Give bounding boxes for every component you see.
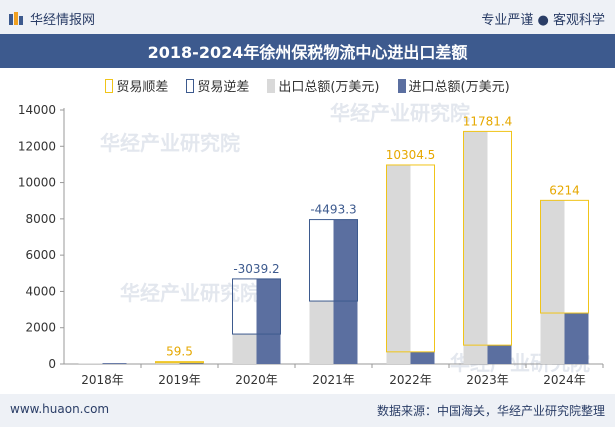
export-bar [386, 164, 411, 364]
watermark-text: 华经产业研究院 [330, 101, 470, 125]
import-bar [102, 363, 127, 364]
surplus-outline [540, 199, 589, 314]
import-bar [333, 219, 358, 364]
y-tick-label: 14000 [18, 103, 56, 117]
legend-label-import: 进口总额(万美元) [408, 80, 510, 95]
slogan: 专业严谨 ● 客观科学 [481, 13, 605, 28]
balance-data-label: 10304.5 [386, 148, 436, 162]
header-bar: 华经情报网 专业严谨 ● 客观科学 [0, 0, 615, 34]
x-tick-label: 2022年 [389, 373, 432, 387]
y-tick-label: 4000 [25, 284, 56, 298]
watermark-text: 华经产业研究院 [100, 131, 240, 155]
y-tick-label: 8000 [25, 212, 56, 226]
legend-swatch-import [397, 78, 406, 93]
deficit-outline [309, 219, 358, 302]
huajing-logo-icon [9, 11, 23, 25]
balance-data-label: -3039.2 [233, 262, 279, 276]
footer-site-link[interactable]: www.huaon.com [10, 402, 110, 416]
y-tick-label: 6000 [25, 248, 56, 262]
watermark-text: 华经产业研究院 [120, 281, 260, 305]
balance-data-label: 6214 [549, 183, 580, 197]
title-bar: 2018-2024年徐州保税物流中心进出口差额 [0, 34, 615, 68]
export-bar [463, 131, 488, 364]
import-bar [256, 278, 281, 364]
legend-swatch-deficit [186, 78, 195, 93]
y-tick-label: 2000 [25, 321, 56, 335]
x-tick-label: 2024年 [543, 373, 586, 387]
x-tick-label: 2019年 [158, 373, 201, 387]
import-bar [487, 345, 512, 364]
x-tick-label: 2021年 [312, 373, 355, 387]
legend-item-export: 出口总额(万美元) [267, 76, 380, 95]
legend-swatch-export [267, 78, 276, 93]
footer-source: 数据来源：中国海关，华经产业研究院整理 [376, 404, 605, 418]
y-tick-label: 12000 [18, 139, 56, 153]
y-tick-label: 10000 [18, 176, 56, 190]
export-bar [309, 301, 334, 364]
legend-item-surplus: 贸易顺差 [105, 76, 168, 95]
chart-title: 2018-2024年徐州保税物流中心进出口差额 [147, 43, 468, 62]
legend-swatch-surplus [105, 78, 114, 93]
x-tick-label: 2023年 [466, 373, 509, 387]
balance-data-label: 59.5 [166, 345, 193, 359]
export-bar [232, 334, 257, 364]
export-bar [78, 363, 103, 364]
legend-label-surplus: 贸易顺差 [116, 80, 169, 95]
surplus-outline [386, 164, 435, 353]
legend-label-deficit: 贸易逆差 [197, 80, 250, 95]
surplus-outline [155, 361, 204, 364]
import-bar [410, 351, 435, 364]
chart-legend: 贸易顺差 贸易逆差 出口总额(万美元) 进口总额(万美元) [0, 76, 615, 95]
import-bar [564, 313, 589, 364]
footer-bar: www.huaon.com 数据来源：中国海关，华经产业研究院整理 [0, 394, 615, 427]
logo[interactable]: 华经情报网 [8, 9, 95, 28]
export-bar [540, 200, 565, 364]
surplus-outline [463, 130, 512, 346]
x-tick-label: 2020年 [235, 373, 278, 387]
x-tick-label: 2018年 [81, 373, 124, 387]
import-bar [179, 362, 204, 364]
legend-item-deficit: 贸易逆差 [186, 76, 249, 95]
deficit-outline [232, 278, 281, 335]
balance-data-label: 11781.4 [463, 114, 513, 128]
logo-text: 华经情报网 [30, 13, 96, 28]
legend-item-import: 进口总额(万美元) [397, 76, 510, 95]
y-tick-label: 0 [48, 357, 56, 371]
bar-chart: 华经产业研究院华经产业研究院华经产业研究院华经产业研究院020004000600… [18, 101, 604, 387]
legend-label-export: 出口总额(万美元) [278, 80, 380, 95]
balance-data-label: -4493.3 [310, 203, 356, 217]
